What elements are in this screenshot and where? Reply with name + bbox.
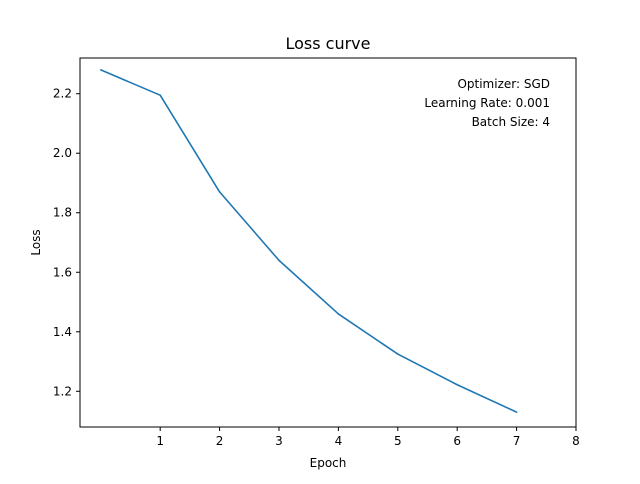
annotation-box: Optimizer: SGD Learning Rate: 0.001 Batch … (424, 77, 550, 129)
data-point-0-6 (456, 383, 458, 386)
x-tick-label-6: 7 (513, 434, 521, 448)
data-point-0-0 (99, 69, 102, 71)
x-tick-label-1: 2 (216, 434, 224, 448)
y-axis-label: Loss (29, 229, 43, 255)
y-tick-label-5: 2.2 (53, 87, 72, 101)
x-axis-label: Epoch (310, 456, 347, 470)
chart-title: Loss curve (285, 34, 370, 53)
annotation-line-1: Learning Rate: 0.001 (424, 96, 550, 110)
annotation-line-2: Batch Size: 4 (472, 115, 550, 129)
y-tick-label-1: 1.4 (53, 325, 72, 339)
data-point-0-1 (159, 94, 161, 96)
data-point-0-7 (515, 411, 518, 413)
x-tick-label-3: 4 (335, 434, 343, 448)
y-tick-label-4: 2.0 (53, 146, 72, 160)
annotation-line-0: Optimizer: SGD (457, 77, 550, 91)
x-axis-ticks: 1 2 3 4 5 6 7 8 (156, 427, 580, 448)
x-tick-label-5: 6 (453, 434, 461, 448)
x-tick-label-0: 1 (156, 434, 164, 448)
x-tick-label-7: 8 (572, 434, 580, 448)
x-tick-label-2: 3 (275, 434, 283, 448)
y-axis-ticks: 1.2 1.4 1.6 1.8 2.0 2.2 (53, 87, 80, 398)
data-point-0-4 (337, 313, 340, 315)
plot-frame (79, 57, 577, 428)
plot-lines (99, 69, 518, 413)
data-point-0-3 (278, 259, 280, 262)
y-tick-label-0: 1.2 (53, 384, 72, 398)
data-point-0-2 (218, 191, 221, 193)
y-tick-label-3: 1.8 (53, 206, 72, 220)
y-tick-label-2: 1.6 (53, 265, 72, 279)
data-point-0-5 (396, 353, 399, 355)
series-line-0 (100, 69, 517, 413)
x-tick-label-4: 5 (394, 434, 402, 448)
